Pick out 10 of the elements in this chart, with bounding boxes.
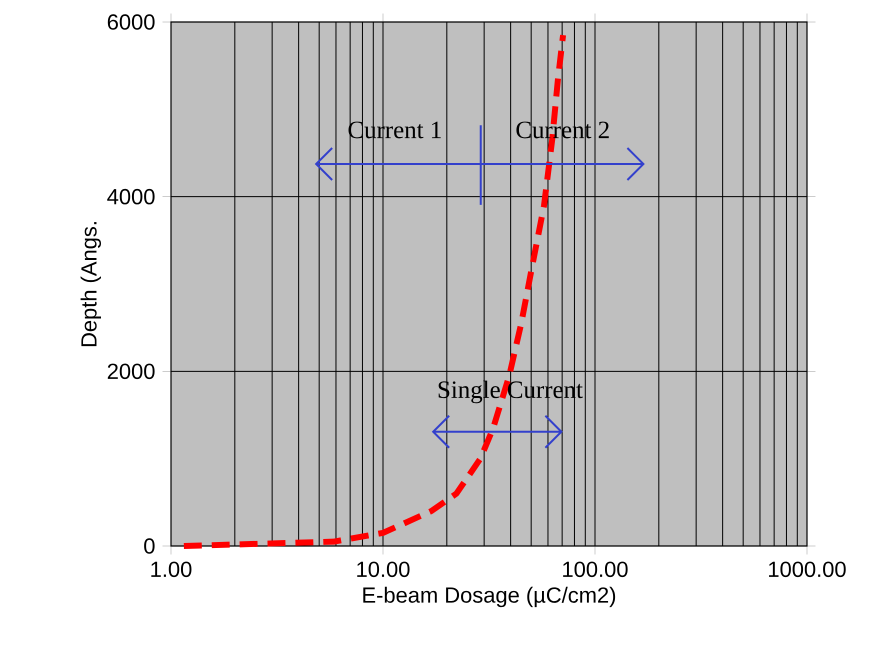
x-tick-label: 1.00 <box>151 562 192 578</box>
x-tick-label: 1000.00 <box>769 562 846 578</box>
y-tick-label: 4000 <box>107 188 155 204</box>
x-tick-label: 10.00 <box>357 562 410 578</box>
y-axis-title: Depth (Angs. <box>80 222 101 346</box>
y-tick-label: 0 <box>144 538 155 554</box>
x-tick-label: 100.00 <box>563 562 628 578</box>
y-tick-label: 6000 <box>108 14 155 30</box>
x-axis-title: E-beam Dosage (µC/cm2) <box>363 586 616 608</box>
y-tick-label: 2000 <box>108 364 155 380</box>
